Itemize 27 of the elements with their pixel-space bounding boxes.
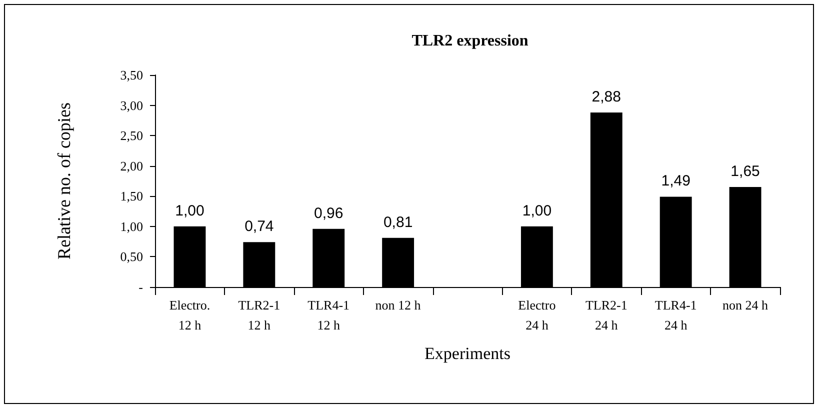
x-tick-label: TLR2-1 12 h: [238, 298, 280, 332]
y-tick-label: 1,50: [120, 188, 143, 204]
y-tick-label: 2,00: [120, 158, 143, 174]
x-tick-label: non 24 h: [722, 298, 769, 312]
x-tick-label: TLR2-1 24 h: [585, 298, 628, 332]
y-tick-label: 3,50: [120, 68, 143, 82]
data-label: 0,74: [244, 218, 274, 236]
data-label: 1,00: [522, 202, 552, 220]
y-tick-label: 2,50: [120, 128, 143, 144]
y-tick-label: 1,00: [120, 218, 143, 234]
data-label: 1,65: [730, 163, 760, 180]
x-axis-title: Experiments: [424, 344, 510, 363]
chart-title: TLR2 expression: [412, 32, 528, 50]
data-label: 0,81: [383, 214, 413, 231]
data-label: 2,88: [592, 88, 621, 106]
x-tick-label: TLR4-1 12 h: [308, 298, 350, 332]
x-tick-label: Electro. 12 h: [169, 298, 210, 332]
y-tick-label: 0,50: [120, 249, 143, 264]
y-axis-title: Relative no. of copies: [54, 102, 74, 260]
x-tick-label: Electro 24 h: [518, 298, 556, 332]
y-tick-label: 3,00: [120, 98, 143, 113]
data-label: 1,00: [175, 202, 204, 220]
x-tick-label: non 12 h: [375, 298, 422, 312]
data-label: 1,49: [661, 172, 690, 190]
x-tick-label: TLR4-1 24 h: [654, 298, 697, 332]
y-tick-label: -: [138, 280, 143, 294]
data-label: 0,96: [314, 204, 344, 222]
